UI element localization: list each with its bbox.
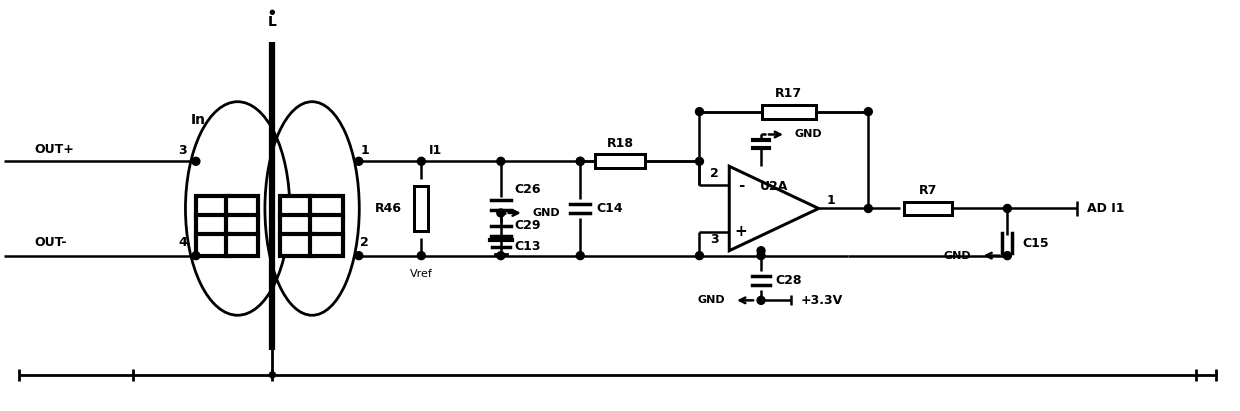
Text: 2: 2 (361, 236, 370, 249)
Bar (280, 215, 312, 237)
Text: C29: C29 (515, 219, 541, 232)
Circle shape (864, 108, 872, 115)
Text: GND: GND (944, 251, 972, 261)
Text: U2A: U2A (760, 180, 789, 193)
Text: OUT+: OUT+ (33, 143, 74, 156)
Circle shape (192, 157, 200, 165)
Text: 3: 3 (179, 144, 187, 157)
Bar (280, 234, 312, 256)
Text: GND: GND (533, 208, 560, 218)
Circle shape (864, 205, 872, 212)
Text: I1: I1 (429, 144, 443, 157)
Circle shape (418, 252, 425, 260)
Text: C13: C13 (515, 240, 541, 253)
Bar (226, 234, 258, 256)
Circle shape (577, 157, 584, 165)
Text: GND: GND (795, 129, 822, 139)
Circle shape (355, 252, 363, 260)
Bar (414, 186, 428, 231)
Circle shape (1003, 205, 1012, 212)
Bar (226, 196, 258, 218)
Circle shape (497, 209, 505, 217)
Bar (310, 234, 343, 256)
Text: OUT-: OUT- (33, 236, 67, 249)
Text: +3.3V: +3.3V (801, 294, 843, 307)
Circle shape (758, 247, 765, 255)
Text: In: In (191, 113, 206, 127)
Text: C15: C15 (1022, 237, 1049, 250)
Text: 2: 2 (711, 167, 719, 180)
Bar (196, 234, 228, 256)
Text: L: L (268, 15, 277, 29)
Text: C26: C26 (515, 182, 541, 196)
Text: 4: 4 (179, 236, 187, 249)
Circle shape (270, 10, 274, 14)
Circle shape (1003, 252, 1012, 260)
Text: Vref: Vref (410, 268, 433, 279)
Text: R17: R17 (775, 87, 802, 100)
Bar (280, 196, 312, 218)
Text: AD I1: AD I1 (1086, 202, 1125, 215)
Text: 1: 1 (826, 194, 835, 207)
Circle shape (497, 252, 505, 260)
Circle shape (696, 252, 703, 260)
Text: GND: GND (698, 296, 725, 305)
Bar (595, 155, 645, 168)
Text: C28: C28 (775, 274, 801, 287)
Text: R18: R18 (606, 137, 634, 150)
Circle shape (758, 252, 765, 260)
Circle shape (355, 157, 363, 165)
Circle shape (696, 157, 703, 165)
Text: 1: 1 (361, 144, 370, 157)
Circle shape (497, 157, 505, 165)
Circle shape (577, 252, 584, 260)
Text: 3: 3 (711, 233, 719, 246)
Bar (196, 196, 228, 218)
Bar (904, 201, 952, 215)
Circle shape (696, 108, 703, 115)
Circle shape (192, 252, 200, 260)
Text: -: - (738, 178, 744, 193)
Bar (761, 105, 816, 119)
Text: C14: C14 (596, 202, 622, 215)
Text: +: + (735, 224, 748, 239)
Circle shape (758, 296, 765, 304)
Bar (310, 196, 343, 218)
Text: R7: R7 (919, 184, 937, 197)
Bar (310, 215, 343, 237)
Bar (226, 215, 258, 237)
Bar (196, 215, 228, 237)
Circle shape (269, 372, 275, 378)
Circle shape (418, 157, 425, 165)
Text: R46: R46 (374, 202, 402, 215)
Circle shape (577, 157, 584, 165)
